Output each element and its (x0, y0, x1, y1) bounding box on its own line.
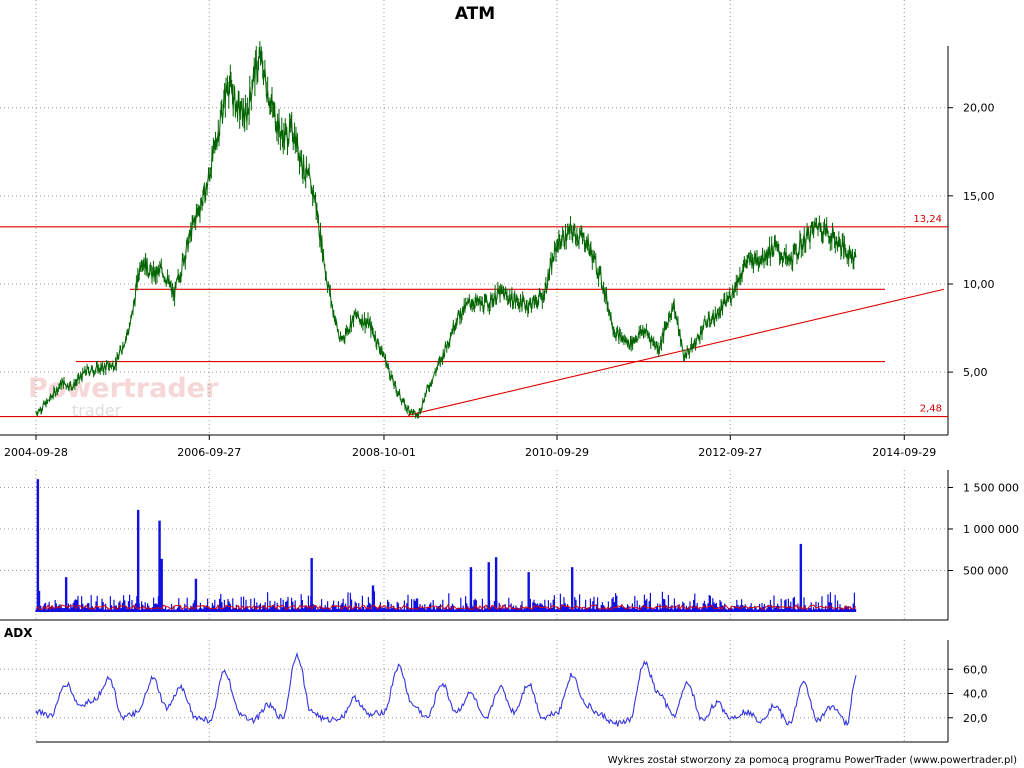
y-tick-label: 20,0 (963, 712, 988, 725)
volume-spike (310, 558, 313, 612)
y-tick-label: 40,0 (963, 688, 988, 701)
watermark-sub: trader (72, 401, 122, 420)
volume-bars (35, 479, 857, 612)
x-tick-label: 2006-09-27 (177, 446, 241, 459)
volume-spike (160, 558, 163, 612)
volume-spike (158, 520, 161, 612)
y-tick-label: 1 000 000 (963, 523, 1019, 536)
footer-credit: Wykres został stworzony za pomocą progra… (608, 755, 1017, 766)
volume-spike (487, 562, 490, 612)
y-tick-label: 5,00 (963, 366, 988, 379)
price-frame (0, 46, 949, 436)
volume-spike (494, 557, 498, 612)
price-series (35, 41, 857, 419)
y-tick-label: 15,00 (963, 190, 995, 203)
x-tick-label: 2012-09-27 (698, 446, 762, 459)
price-y-ticks: 5,00 10,00 15,00 20,00 (948, 102, 995, 379)
level-label: 13,24 (913, 214, 942, 225)
y-tick-label: 60,0 (963, 663, 988, 676)
volume-spike (36, 479, 40, 612)
price-grid (0, 0, 948, 435)
x-tick-label: 2008-10-01 (352, 446, 416, 459)
trend-line (407, 288, 945, 416)
adx-title: ADX (4, 626, 33, 640)
volume-spike (527, 572, 530, 612)
level-label: 2,48 (920, 404, 942, 415)
watermark: Powertrader trader (28, 373, 219, 420)
volume-spike (469, 567, 473, 612)
x-tick-label: 2004-09-28 (4, 446, 68, 459)
volume-spike (64, 577, 68, 612)
x-tick-label: 2010-09-29 (525, 446, 589, 459)
adx-line (35, 651, 857, 727)
y-tick-label: 500 000 (963, 564, 1009, 577)
volume-spike (136, 509, 140, 612)
volume-grid (0, 470, 948, 620)
price-line (35, 41, 857, 419)
adx-frame (36, 640, 949, 743)
x-tick-label: 2014-09-29 (872, 446, 936, 459)
adx-series (35, 651, 857, 727)
volume-spike (570, 567, 574, 612)
y-tick-label: 20,00 (963, 102, 995, 115)
volume-bar-group (35, 590, 857, 612)
volume-spike (371, 585, 375, 612)
volume-spike (799, 543, 803, 612)
volume-y-ticks: 500 000 1 000 000 1 500 000 (948, 481, 1019, 577)
adx-grid (0, 640, 948, 742)
volume-spike (194, 578, 198, 612)
y-tick-label: 10,00 (963, 278, 995, 291)
price-x-ticks: 2004-09-28 2006-09-27 2008-10-01 2010-09-29… (4, 435, 936, 459)
volume-average-line (35, 603, 857, 611)
volume-frame (0, 470, 949, 621)
y-tick-label: 1 500 000 (963, 481, 1019, 494)
adx-y-ticks: 20,0 40,0 60,0 (948, 663, 988, 725)
chart-title: ATM (455, 4, 495, 24)
